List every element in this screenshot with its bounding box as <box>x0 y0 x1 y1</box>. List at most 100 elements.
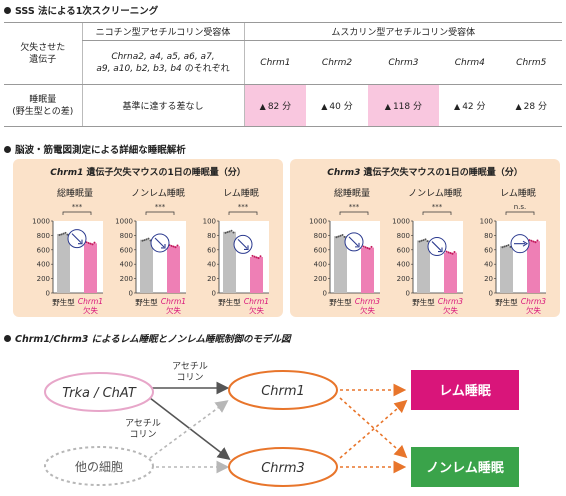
diff-chrm2: ▲ 40 分 <box>306 84 368 127</box>
category-label-knockout: 欠失 <box>83 305 98 315</box>
data-point <box>257 257 260 260</box>
y-tick-label: 400 <box>120 261 133 269</box>
chrm1-panel: Chrm1 遺伝子欠失マウスの1日の睡眠量（分） 0 200 400 600 800 10… <box>13 159 283 317</box>
row-head-gene: 欠失させた 遺伝子 <box>4 22 82 85</box>
bar-knockout <box>84 243 97 293</box>
chrm3-ellipse <box>228 447 338 487</box>
category-label-knockout: 欠失 <box>166 305 181 315</box>
significance-bracket <box>145 211 175 215</box>
trend-arrowhead-icon <box>522 240 529 247</box>
data-point <box>170 244 173 247</box>
decrease-triangle-icon: ▲ <box>384 102 391 111</box>
category-label-wild-type: 野生型 <box>495 297 518 307</box>
trend-arrow-icon <box>348 236 359 247</box>
bar-wild-type <box>223 231 236 293</box>
bar-knockout <box>167 246 180 293</box>
diff-chrm4: ▲ 42 分 <box>439 84 501 127</box>
data-point <box>420 239 423 242</box>
data-point <box>424 238 427 241</box>
bar-wild-type <box>417 240 430 293</box>
y-tick-label: 600 <box>37 246 50 254</box>
gene-chrm5: Chrm5 <box>500 40 562 85</box>
data-point <box>343 235 346 238</box>
y-tick-label: 0 <box>406 290 410 298</box>
significance-label: *** <box>238 203 249 211</box>
bar-knockout <box>527 241 540 293</box>
y-tick-label: 100 <box>203 218 216 226</box>
decrease-triangle-icon: ▲ <box>259 102 266 111</box>
decrease-triangle-icon: ▲ <box>321 102 328 111</box>
significance-bracket <box>62 211 92 215</box>
category-label-knockout: 欠失 <box>249 305 264 315</box>
data-point <box>501 246 504 249</box>
data-point <box>66 233 69 236</box>
trend-arrow-icon <box>71 233 82 244</box>
bullet-icon <box>4 145 11 153</box>
y-tick-label: 0 <box>489 290 493 298</box>
y-tick-label: 200 <box>397 275 410 283</box>
y-tick-label: 20 <box>207 275 216 283</box>
category-label-knockout: 欠失 <box>443 305 458 315</box>
bar-wild-type <box>140 239 153 293</box>
category-label-knockout: 欠失 <box>360 305 375 315</box>
y-tick-label: 1000 <box>32 218 50 226</box>
data-point <box>232 231 235 234</box>
chrm1-panel-title: Chrm1 遺伝子欠失マウスの1日の睡眠量（分） <box>50 168 246 178</box>
y-tick-label: 60 <box>207 246 216 254</box>
trka-chat-ellipse <box>44 372 154 412</box>
section-title-screening: SSS 法による1次スクリーニング <box>4 3 158 17</box>
data-point <box>341 234 344 237</box>
significance-label: *** <box>432 203 443 211</box>
decrease-triangle-icon: ▲ <box>515 102 522 111</box>
trend-arrowhead-icon <box>355 242 360 248</box>
y-tick-label: 20 <box>484 275 493 283</box>
data-point <box>453 250 456 253</box>
subplot-label: ノンレム睡眠 <box>408 187 462 199</box>
significance-bracket <box>422 211 452 215</box>
data-point <box>445 250 448 253</box>
data-point <box>532 240 535 243</box>
significance-label: *** <box>72 203 83 211</box>
gene-chrm3: Chrm3 <box>367 40 440 85</box>
subplot-label: レム睡眠 <box>500 187 536 199</box>
category-label-gene: Chrm1 <box>161 297 186 306</box>
decrease-triangle-icon: ▲ <box>454 102 461 111</box>
data-point <box>91 243 94 246</box>
data-point <box>368 247 371 250</box>
y-tick-label: 600 <box>397 246 410 254</box>
section-3-text: Chrm1/Chrm3 によるレム睡眠とノンレム睡眠制御のモデル図 <box>15 334 291 345</box>
chrm3-panel: Chrm3 遺伝子欠失マウスの1日の睡眠量（分） 0 200 400 600 800 10… <box>290 159 560 317</box>
trend-arrowhead-icon <box>161 243 166 249</box>
nicotinic-result: 基準に達する差なし <box>81 84 244 127</box>
y-tick-label: 1000 <box>392 218 410 226</box>
data-point <box>145 238 148 241</box>
screening-table: 欠失させた 遺伝子 ニコチン型アセチルコリン受容体 ムスカリン型アセチルコリン受… <box>4 22 562 127</box>
muscarinic-header: ムスカリン型アセチルコリン受容体 <box>243 22 562 41</box>
category-label-gene: Chrm3 <box>355 297 380 306</box>
ach-top-line2: コリン <box>176 373 203 383</box>
y-tick-label: 200 <box>37 275 50 283</box>
data-point <box>530 239 533 242</box>
data-point <box>230 229 233 232</box>
y-tick-label: 0 <box>323 290 327 298</box>
chrm3-panel-title: Chrm3 遺伝子欠失マウスの1日の睡眠量（分） <box>327 168 523 178</box>
trend-arrow-icon <box>154 237 165 248</box>
bar-wild-type <box>334 236 347 293</box>
arrow-chrm1-nrem <box>339 397 408 459</box>
category-label-wild-type: 野生型 <box>412 297 435 307</box>
data-point <box>176 244 179 247</box>
section-2-text: 脳波・筋電図測定による詳細な睡眠解析 <box>15 145 186 156</box>
y-tick-label: 40 <box>207 261 216 269</box>
bar-knockout <box>361 247 374 293</box>
bar-wild-type <box>500 246 513 293</box>
significance-bracket <box>339 211 369 215</box>
nicotinic-genes: Chrna2, a4, a5, a6, a7, a9, a10, b2, b3,… <box>81 40 244 85</box>
data-point <box>422 239 425 242</box>
category-label-knockout: 欠失 <box>526 305 541 315</box>
data-point <box>85 241 88 244</box>
data-point <box>60 233 63 236</box>
bullet-icon <box>4 6 11 14</box>
category-label-wild-type: 野生型 <box>52 297 75 307</box>
data-point <box>141 239 144 242</box>
data-point <box>93 241 96 244</box>
